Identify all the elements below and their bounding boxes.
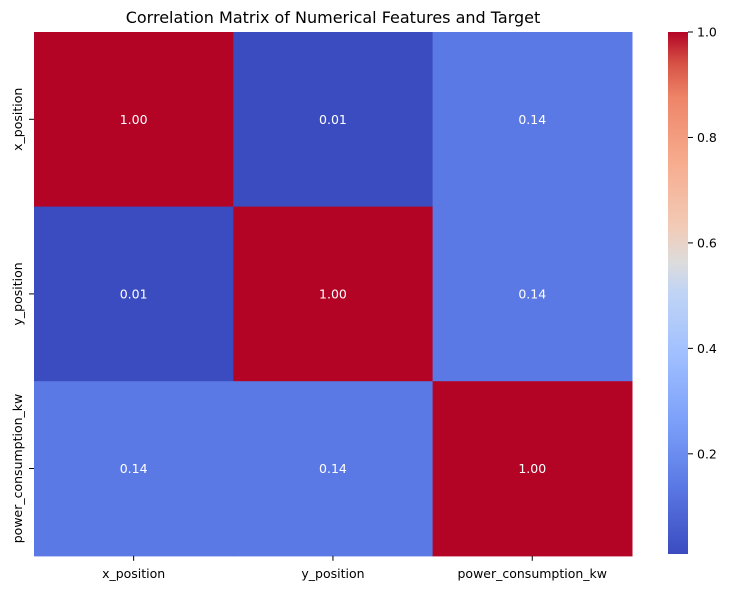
heatmap-cell <box>233 32 434 208</box>
cell-value-label: 0.01 <box>120 286 148 301</box>
heatmap-cell <box>432 32 633 208</box>
y-tick-label: x_position <box>10 88 25 151</box>
colorbar-tick-label: 0.8 <box>697 130 717 145</box>
heatmap-cells <box>34 32 633 557</box>
cell-value-label: 1.00 <box>319 286 347 301</box>
y-axis: x_position y_position power_consumption_kw <box>10 88 34 544</box>
colorbar: 0.2 0.4 0.6 0.8 1.0 <box>668 25 717 554</box>
heatmap-cell <box>233 206 434 382</box>
heatmap-cell <box>34 32 234 208</box>
colorbar-tick-label: 1.0 <box>697 25 717 40</box>
chart-title: Correlation Matrix of Numerical Features… <box>126 8 541 27</box>
cell-value-label: 0.14 <box>120 461 148 476</box>
colorbar-gradient <box>668 32 688 554</box>
heatmap-cell <box>432 206 633 382</box>
x-tick-label: power_consumption_kw <box>457 566 607 581</box>
cell-value-label: 1.00 <box>518 461 546 476</box>
x-tick-label: x_position <box>102 566 165 581</box>
x-axis: x_position y_position power_consumption_kw <box>102 555 607 581</box>
cell-value-label: 1.00 <box>120 112 148 127</box>
heatmap-cell <box>34 206 234 382</box>
cell-value-label: 0.14 <box>319 461 347 476</box>
colorbar-tick-label: 0.6 <box>697 235 717 250</box>
colorbar-tick-label: 0.4 <box>697 341 717 356</box>
heatmap-cell <box>432 381 633 557</box>
colorbar-tick-label: 0.2 <box>697 446 717 461</box>
cell-value-label: 0.14 <box>518 286 546 301</box>
y-tick-label: power_consumption_kw <box>10 394 25 544</box>
heatmap-cell <box>233 381 434 557</box>
heatmap-cell-labels: 1.00 0.01 0.14 0.01 1.00 0.14 0.14 0.14 1.00 <box>120 112 546 476</box>
heatmap-cell <box>34 381 234 557</box>
cell-value-label: 0.14 <box>518 112 546 127</box>
x-tick-label: y_position <box>301 566 364 581</box>
y-tick-label: y_position <box>10 262 25 325</box>
cell-value-label: 0.01 <box>319 112 347 127</box>
